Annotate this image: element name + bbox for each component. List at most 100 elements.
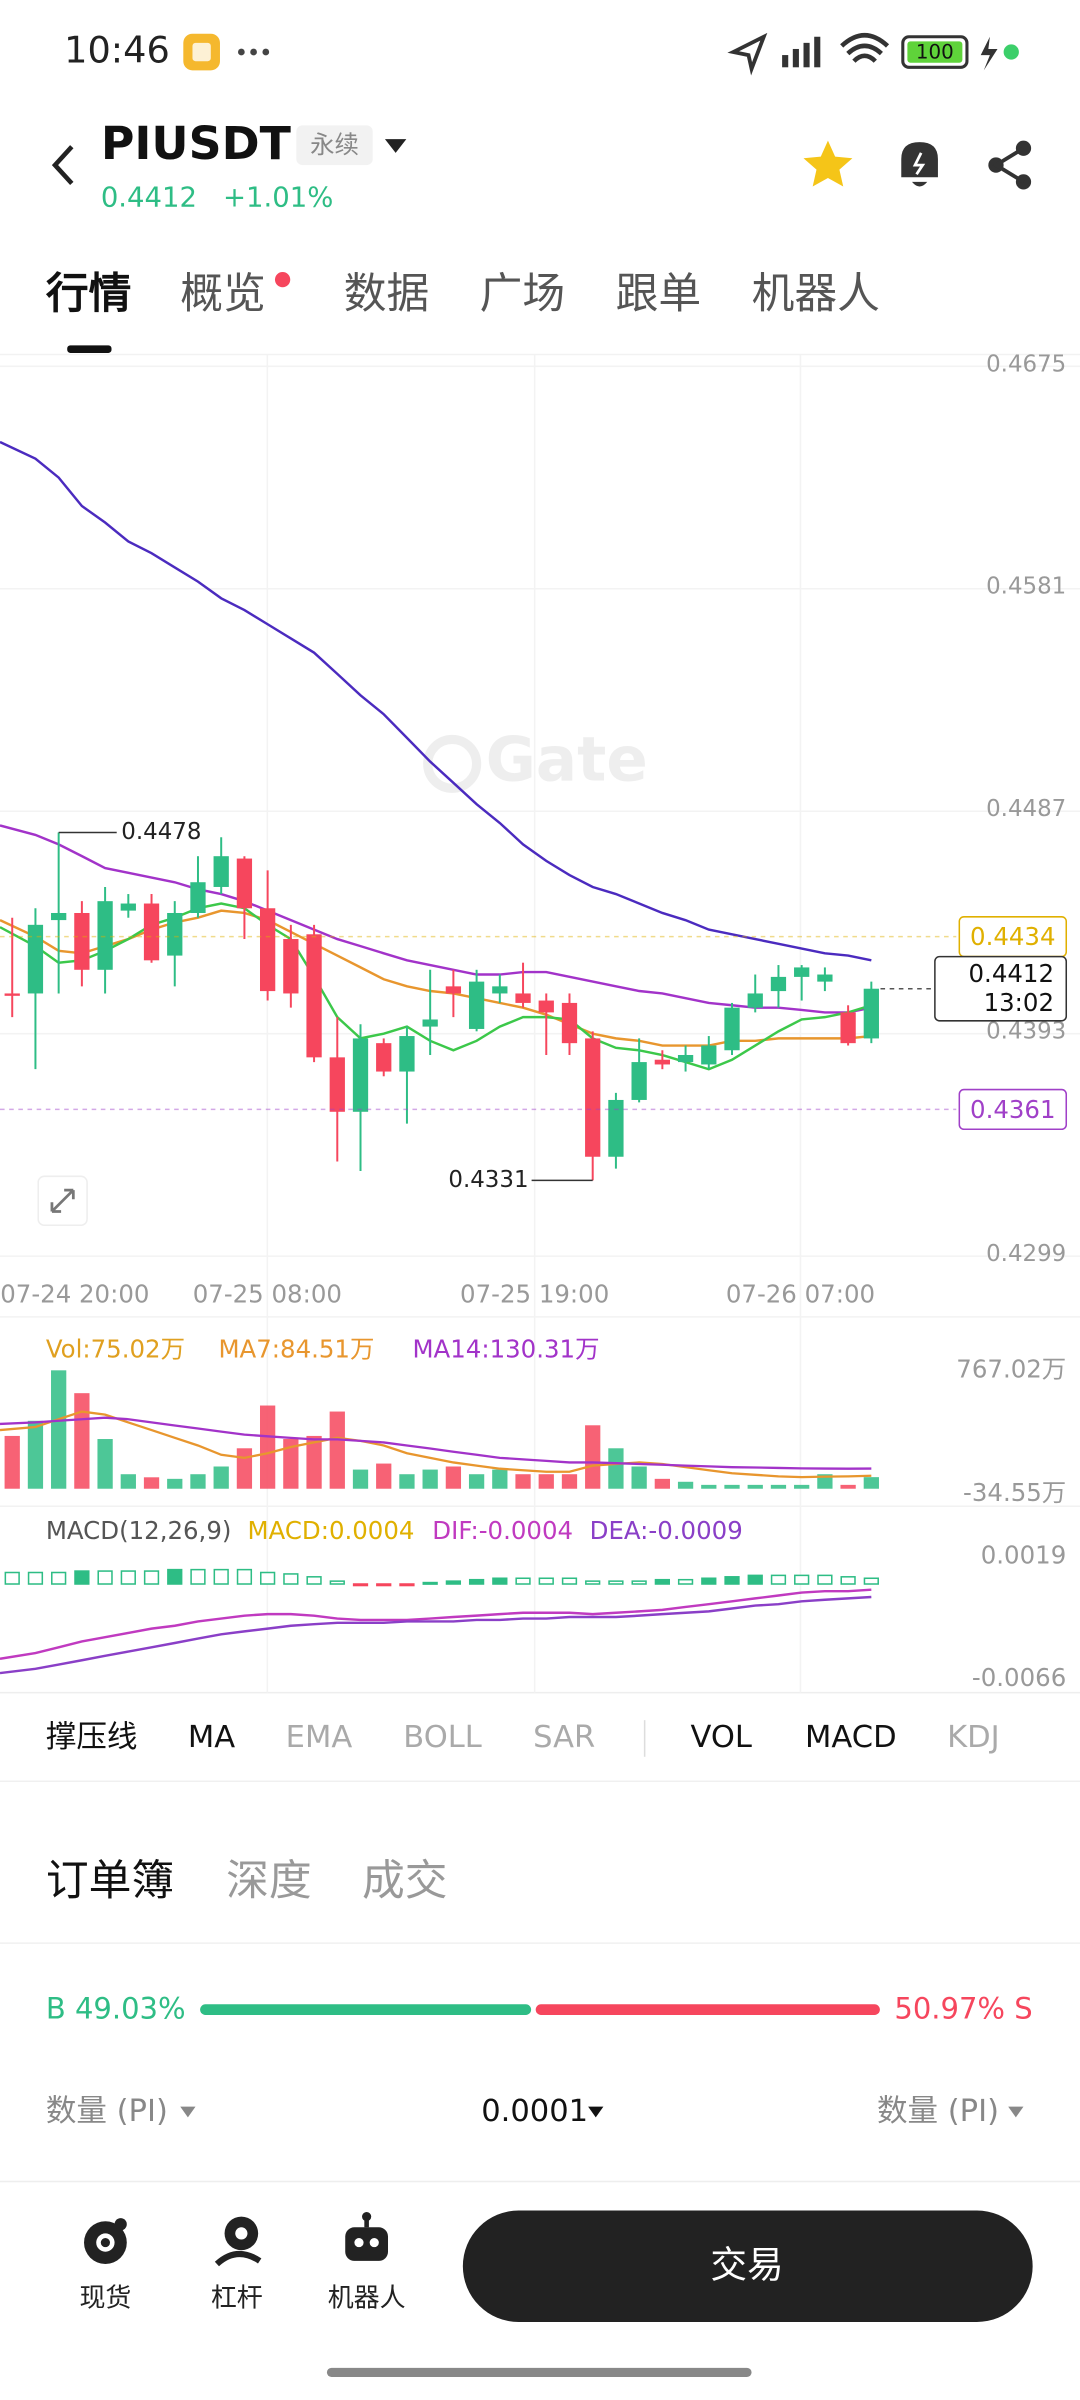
charging-icon [980,36,998,71]
macd-bar [608,1580,624,1585]
macd-tick-label: 0.0019 [981,1541,1067,1570]
indicator-tab[interactable]: KDJ [947,1720,1000,1755]
bell-bolt [912,152,926,175]
candle-body [376,1043,392,1072]
trade-button-bg[interactable] [462,2210,1033,2323]
volume-bar [422,1469,438,1489]
share-button[interactable] [988,140,1032,190]
volume-bar [492,1469,508,1489]
volume-bar [259,1405,276,1489]
candle-body [399,1036,415,1072]
nav-label[interactable]: 杠杆 [211,2284,263,2314]
order-book-tab[interactable]: 深度 [226,1856,312,1906]
candle-body [701,1045,717,1065]
high-marker: 0.4478 [121,819,201,845]
last-price-label: 0.4412 [969,959,1055,988]
indicator-tab[interactable]: MACD [805,1720,897,1755]
last-price-box [934,955,1068,1022]
wifi-icon [840,32,890,63]
indicator-tab[interactable]: MA [188,1720,235,1755]
indicator-tab[interactable]: 撑压线 [46,1720,138,1755]
expand-button[interactable] [37,1175,88,1226]
candle-body [561,1002,578,1044]
indicator-tab[interactable]: EMA [286,1720,353,1755]
nav-label[interactable]: 机器人 [328,2284,406,2314]
macd-bar [863,1577,879,1585]
order-book-column[interactable]: 数量 (PI) [877,2094,999,2129]
volume-bar [51,1370,67,1489]
volume-bar [445,1466,462,1489]
x-tick-label: 07-24 20:00 [0,1279,149,1308]
tab[interactable]: 广场 [480,269,566,319]
macd-bar [306,1576,322,1585]
candle-body [190,882,206,913]
order-book-column[interactable]: 数量 (PI) [46,2094,168,2129]
macd-bar [97,1570,113,1585]
volume-bar [236,1448,253,1489]
tab[interactable]: 概览 [180,269,266,319]
volume-bar [515,1474,531,1489]
indicator-tab[interactable]: VOL [690,1720,751,1755]
macd-bar [329,1580,345,1585]
candle-body [445,986,462,994]
signal-icon [782,36,821,68]
dropdown-arrow[interactable] [180,2106,196,2118]
candle-body [468,981,485,1029]
tab[interactable]: 数据 [344,269,430,319]
macd-bar [538,1577,554,1585]
back-button[interactable] [51,145,74,185]
macd-bar [190,1568,206,1585]
tab[interactable]: 机器人 [752,269,880,319]
dropdown-arrow[interactable] [1008,2106,1024,2118]
x-tick-label: 07-25 08:00 [193,1279,342,1308]
volume-bar [631,1466,647,1489]
order-book-tab[interactable]: 订单簿 [46,1856,174,1906]
dropdown-arrow[interactable] [588,2106,604,2118]
app-icon-inner [192,42,211,62]
order-book-column[interactable]: 0.0001 [481,2094,588,2129]
buy-ratio: B 49.03% [46,1991,186,2025]
macd-bar [352,1583,369,1587]
candle-body [329,1057,345,1112]
favorite-star[interactable] [803,140,853,187]
macd-bar [840,1576,856,1585]
symbol-dropdown[interactable] [384,139,407,153]
order-book-tab[interactable]: 成交 [362,1856,448,1906]
candle-body [352,1038,369,1112]
ma-line [0,440,872,962]
volume-bar [167,1478,183,1489]
bot-icon[interactable] [345,2212,389,2261]
price-change: +1.01% [223,182,333,214]
contract-tag: 永续 [310,130,359,159]
indicator-tab[interactable]: SAR [533,1720,595,1755]
volume-bar [352,1469,369,1489]
candle-body [283,939,299,994]
macd-bar [4,1571,20,1585]
volume-legend: Vol:75.02万 [46,1334,185,1363]
margin-icon[interactable] [214,2216,262,2267]
macd-bar [51,1571,67,1585]
macd-bar [74,1570,90,1585]
volume-bar [677,1481,694,1489]
macd-bar [236,1568,253,1585]
candle-body [794,967,810,977]
macd-bar [770,1574,787,1585]
volume-bar [283,1439,299,1489]
candle-body [724,1007,740,1051]
tab[interactable]: 跟单 [616,269,702,319]
candle-body [236,858,253,909]
volume-bar [747,1484,763,1489]
spot-icon[interactable] [84,2218,127,2264]
battery-level [907,41,963,63]
location-icon [727,32,768,76]
macd-bar [120,1570,136,1585]
trade-button[interactable]: 交易 [710,2244,783,2287]
macd-bar [213,1568,229,1585]
tab[interactable]: 行情 [46,269,132,319]
candle-body [817,974,833,982]
macd-bar [817,1574,833,1585]
nav-label[interactable]: 现货 [79,2284,131,2314]
indicator-tab[interactable]: BOLL [403,1720,482,1755]
battery-outline [901,35,969,69]
